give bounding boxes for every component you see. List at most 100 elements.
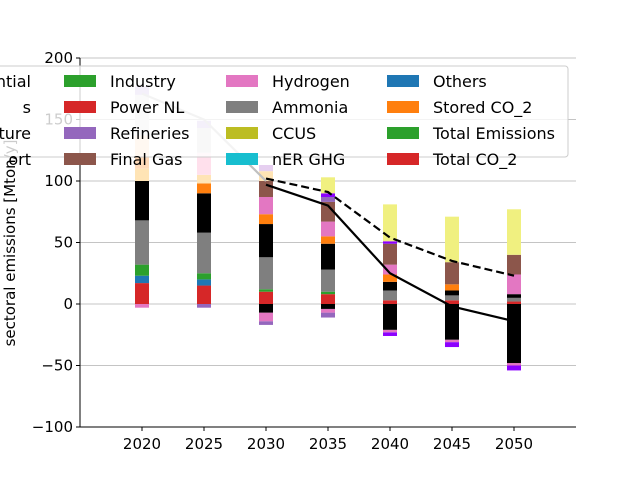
legend-label: Industry — [110, 72, 176, 91]
y-tick-label-50: 50 — [54, 234, 73, 252]
legend-label: Stored CO_2 — [433, 98, 532, 118]
bar-segment-2025-5 — [197, 193, 211, 233]
bar-segment-2040-3 — [383, 300, 397, 304]
legend-item-ccus: CCUS — [226, 124, 316, 143]
bar-stack-2050 — [507, 209, 521, 371]
bar-segment-2030-7 — [259, 214, 273, 225]
bar-segment-2030-8 — [259, 196, 273, 215]
legend-swatch — [64, 127, 96, 139]
x-tick-label-2030: 2030 — [247, 435, 285, 453]
legend-label: nER GHG — [272, 150, 345, 169]
legend-item-refineries: Refineries — [64, 124, 190, 143]
bar-segment-2045-4 — [445, 295, 459, 301]
bar-segment-2020-4 — [135, 220, 149, 265]
bar-segment-2045-3 — [445, 300, 459, 304]
bar-segment-2035-4 — [321, 291, 335, 295]
x-tick-label-2050: 2050 — [495, 435, 533, 453]
x-tick-label-2025: 2025 — [185, 435, 223, 453]
legend-cut-label-0: ntial — [0, 72, 31, 91]
bar-segment-2050-4 — [507, 297, 521, 302]
legend-swatch — [387, 101, 419, 113]
bar-segment-2030-3 — [259, 291, 273, 304]
bar-segment-2030-9 — [259, 181, 273, 197]
bar-stack-2035 — [321, 177, 335, 318]
bar-segment-2040-1 — [383, 329, 397, 333]
bar-segment-2040-5 — [383, 281, 397, 291]
x-tick-label-2045: 2045 — [433, 435, 471, 453]
y-tick-label-200: 200 — [44, 49, 73, 67]
y-tick-label-100: 100 — [44, 172, 73, 190]
bar-segment-2040-10 — [383, 204, 397, 242]
bar-segment-2025-1 — [197, 285, 211, 304]
legend-item-industry: Industry — [64, 72, 176, 91]
legend-swatch — [64, 75, 96, 87]
legend-swatch — [226, 101, 258, 113]
legend-label: Refineries — [110, 124, 190, 143]
series-line-0 — [265, 183, 515, 323]
legend-item-others: Others — [387, 72, 487, 91]
bar-segment-2040-0 — [383, 332, 397, 336]
bar-segment-2050-7 — [507, 254, 521, 275]
bar-segment-2035-1 — [321, 308, 335, 313]
bar-stack-2045 — [445, 216, 459, 348]
x-tick-label-2020: 2020 — [123, 435, 161, 453]
bar-segment-2045-1 — [445, 339, 459, 343]
bar-segment-2035-5 — [321, 269, 335, 292]
bar-segment-2040-2 — [383, 304, 397, 330]
bar-segment-2030-6 — [259, 224, 273, 258]
bar-segment-2045-7 — [445, 262, 459, 285]
legend-label: Power NL — [110, 98, 184, 117]
legend-label: Others — [433, 72, 487, 91]
legend-swatch — [64, 153, 96, 165]
bar-segment-2035-0 — [321, 312, 335, 318]
y-axis-label: sectoral emissions [Mton/y] — [1, 140, 19, 347]
y-tick-label--100: −100 — [32, 418, 73, 436]
bar-segment-2045-6 — [445, 284, 459, 291]
bar-segment-2030-10 — [259, 171, 273, 181]
bar-stack-2040 — [383, 204, 397, 336]
bar-segment-2050-6 — [507, 274, 521, 295]
bar-stack-2025 — [197, 120, 211, 308]
bar-segment-2025-8 — [197, 152, 211, 175]
bar-stack-2030 — [259, 165, 273, 325]
bar-segment-2035-6 — [321, 243, 335, 270]
y-tick-label--50: −50 — [41, 357, 73, 375]
bar-segment-2035-12 — [321, 177, 335, 194]
bar-segment-2050-1 — [507, 363, 521, 366]
legend-label: Final Gas — [110, 150, 183, 169]
legend: ntial s ture ort Industry Power NL Refineries F… — [0, 65, 569, 170]
bar-segment-2045-0 — [445, 342, 459, 348]
bar-segment-2020-6 — [135, 168, 149, 181]
x-tick-label-2040: 2040 — [371, 435, 409, 453]
bar-segment-2035-10 — [321, 196, 335, 202]
bar-segment-2050-8 — [507, 209, 521, 255]
bar-segment-2020-5 — [135, 181, 149, 221]
bar-segment-2050-0 — [507, 365, 521, 371]
legend-box — [0, 65, 569, 158]
legend-item-ammonia: Ammonia — [226, 98, 348, 117]
x-tick-label-2035: 2035 — [309, 435, 347, 453]
series-line-1 — [265, 177, 515, 277]
legend-label: Hydrogen — [272, 72, 350, 91]
bar-segment-2030-1 — [259, 312, 273, 322]
bar-segment-2020-3 — [135, 264, 149, 276]
bar-segment-2030-2 — [259, 304, 273, 313]
legend-item-total-emissions: Total Emissions — [387, 124, 555, 143]
bar-segment-2030-0 — [259, 321, 273, 325]
bar-segment-2025-2 — [197, 279, 211, 286]
bar-segment-2050-3 — [507, 301, 521, 304]
legend-item-total-co-2: Total CO_2 — [387, 150, 517, 170]
bar-segment-2040-8 — [383, 243, 397, 265]
bar-segment-2025-0 — [197, 304, 211, 308]
legend-swatch — [226, 75, 258, 87]
x-tick-labels: 2020 2025 2030 2035 2040 2045 2050 — [123, 427, 533, 453]
bar-segment-2035-8 — [321, 221, 335, 237]
legend-swatch — [226, 127, 258, 139]
bar-segment-2035-3 — [321, 294, 335, 304]
bar-segment-2045-8 — [445, 216, 459, 263]
bar-segment-2025-6 — [197, 183, 211, 194]
bar-segment-2025-3 — [197, 273, 211, 280]
bar-segment-2030-11 — [259, 165, 273, 172]
bar-segment-2045-5 — [445, 290, 459, 296]
